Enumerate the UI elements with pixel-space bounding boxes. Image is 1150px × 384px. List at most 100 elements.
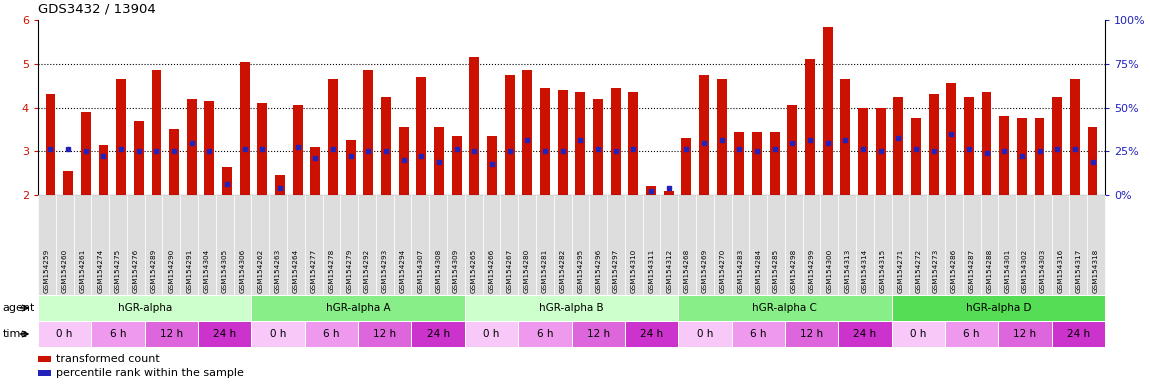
- Text: GSM154316: GSM154316: [1058, 249, 1064, 293]
- Text: GSM154296: GSM154296: [596, 249, 601, 293]
- Bar: [964, 96, 974, 195]
- Text: percentile rank within the sample: percentile rank within the sample: [56, 368, 244, 378]
- Text: GSM154284: GSM154284: [756, 249, 761, 293]
- Text: GSM154288: GSM154288: [987, 249, 992, 293]
- Text: time: time: [2, 329, 28, 339]
- Text: GSM154275: GSM154275: [115, 249, 121, 293]
- Bar: [346, 140, 355, 195]
- Bar: [133, 121, 144, 195]
- Text: 0 h: 0 h: [697, 329, 713, 339]
- Text: hGR-alpha D: hGR-alpha D: [966, 303, 1032, 313]
- Bar: [363, 70, 374, 195]
- Text: GSM154292: GSM154292: [365, 249, 370, 293]
- Text: 24 h: 24 h: [427, 329, 450, 339]
- Bar: [841, 79, 850, 195]
- Text: hGR-alpha A: hGR-alpha A: [325, 303, 390, 313]
- Bar: [240, 61, 250, 195]
- Text: transformed count: transformed count: [56, 354, 160, 364]
- Bar: [876, 108, 886, 195]
- Bar: [982, 92, 991, 195]
- Text: GSM154283: GSM154283: [737, 249, 743, 293]
- Text: GSM154276: GSM154276: [132, 249, 139, 293]
- Bar: [1071, 79, 1080, 195]
- Bar: [488, 136, 497, 195]
- Text: 24 h: 24 h: [213, 329, 236, 339]
- Text: GSM154277: GSM154277: [310, 249, 316, 293]
- Bar: [169, 129, 179, 195]
- Text: GSM154279: GSM154279: [346, 249, 352, 293]
- Bar: [894, 96, 903, 195]
- Bar: [63, 171, 72, 195]
- Text: GSM154262: GSM154262: [258, 249, 263, 293]
- Bar: [858, 108, 868, 195]
- Text: hGR-alpha: hGR-alpha: [117, 303, 171, 313]
- Text: GSM154298: GSM154298: [791, 249, 797, 293]
- Bar: [416, 77, 427, 195]
- Text: GSM154291: GSM154291: [186, 249, 192, 293]
- Text: GSM154289: GSM154289: [151, 249, 156, 293]
- Text: GSM154285: GSM154285: [773, 249, 779, 293]
- Bar: [716, 79, 727, 195]
- Text: GSM154270: GSM154270: [720, 249, 726, 293]
- Text: GSM154280: GSM154280: [524, 249, 530, 293]
- Bar: [1035, 118, 1044, 195]
- Text: GSM154304: GSM154304: [204, 249, 210, 293]
- Bar: [328, 79, 338, 195]
- Text: GSM154265: GSM154265: [470, 249, 477, 293]
- Text: GDS3432 / 13904: GDS3432 / 13904: [38, 2, 155, 15]
- Bar: [1052, 96, 1063, 195]
- Text: GSM154278: GSM154278: [329, 249, 335, 293]
- Text: GSM154281: GSM154281: [542, 249, 547, 293]
- Bar: [310, 147, 320, 195]
- Bar: [735, 132, 744, 195]
- Bar: [946, 83, 956, 195]
- Text: GSM154299: GSM154299: [808, 249, 814, 293]
- Bar: [258, 103, 267, 195]
- Text: GSM154266: GSM154266: [489, 249, 494, 293]
- Bar: [682, 138, 691, 195]
- Text: GSM154307: GSM154307: [417, 249, 423, 293]
- Text: agent: agent: [2, 303, 34, 313]
- Text: GSM154295: GSM154295: [577, 249, 583, 293]
- Text: GSM154259: GSM154259: [44, 249, 49, 293]
- Text: GSM154311: GSM154311: [649, 249, 654, 293]
- Text: GSM154260: GSM154260: [62, 249, 68, 293]
- Text: GSM154287: GSM154287: [968, 249, 975, 293]
- Text: GSM154308: GSM154308: [435, 249, 442, 293]
- Bar: [522, 70, 532, 195]
- Text: 6 h: 6 h: [109, 329, 126, 339]
- Bar: [664, 190, 674, 195]
- Bar: [911, 118, 921, 195]
- Text: GSM154318: GSM154318: [1094, 249, 1099, 293]
- Bar: [469, 57, 480, 195]
- Bar: [293, 105, 302, 195]
- Text: GSM154286: GSM154286: [951, 249, 957, 293]
- Bar: [435, 127, 444, 195]
- Bar: [381, 96, 391, 195]
- Bar: [540, 88, 550, 195]
- Text: GSM154294: GSM154294: [399, 249, 406, 293]
- Text: GSM154310: GSM154310: [630, 249, 637, 293]
- Text: 24 h: 24 h: [639, 329, 664, 339]
- Text: 0 h: 0 h: [56, 329, 72, 339]
- Text: 12 h: 12 h: [800, 329, 823, 339]
- Bar: [399, 127, 408, 195]
- Text: GSM154315: GSM154315: [880, 249, 886, 293]
- Text: 0 h: 0 h: [483, 329, 499, 339]
- Text: GSM154314: GSM154314: [862, 249, 868, 293]
- Bar: [699, 74, 708, 195]
- Bar: [999, 116, 1010, 195]
- Bar: [929, 94, 938, 195]
- Text: GSM154274: GSM154274: [98, 249, 103, 293]
- Bar: [788, 105, 797, 195]
- Text: GSM154313: GSM154313: [844, 249, 850, 293]
- Bar: [222, 167, 232, 195]
- Text: 12 h: 12 h: [160, 329, 183, 339]
- Bar: [822, 26, 833, 195]
- Text: GSM154261: GSM154261: [79, 249, 85, 293]
- Text: GSM154293: GSM154293: [382, 249, 388, 293]
- Text: hGR-alpha B: hGR-alpha B: [539, 303, 604, 313]
- Text: GSM154267: GSM154267: [506, 249, 512, 293]
- Bar: [81, 112, 91, 195]
- Text: GSM154312: GSM154312: [666, 249, 673, 293]
